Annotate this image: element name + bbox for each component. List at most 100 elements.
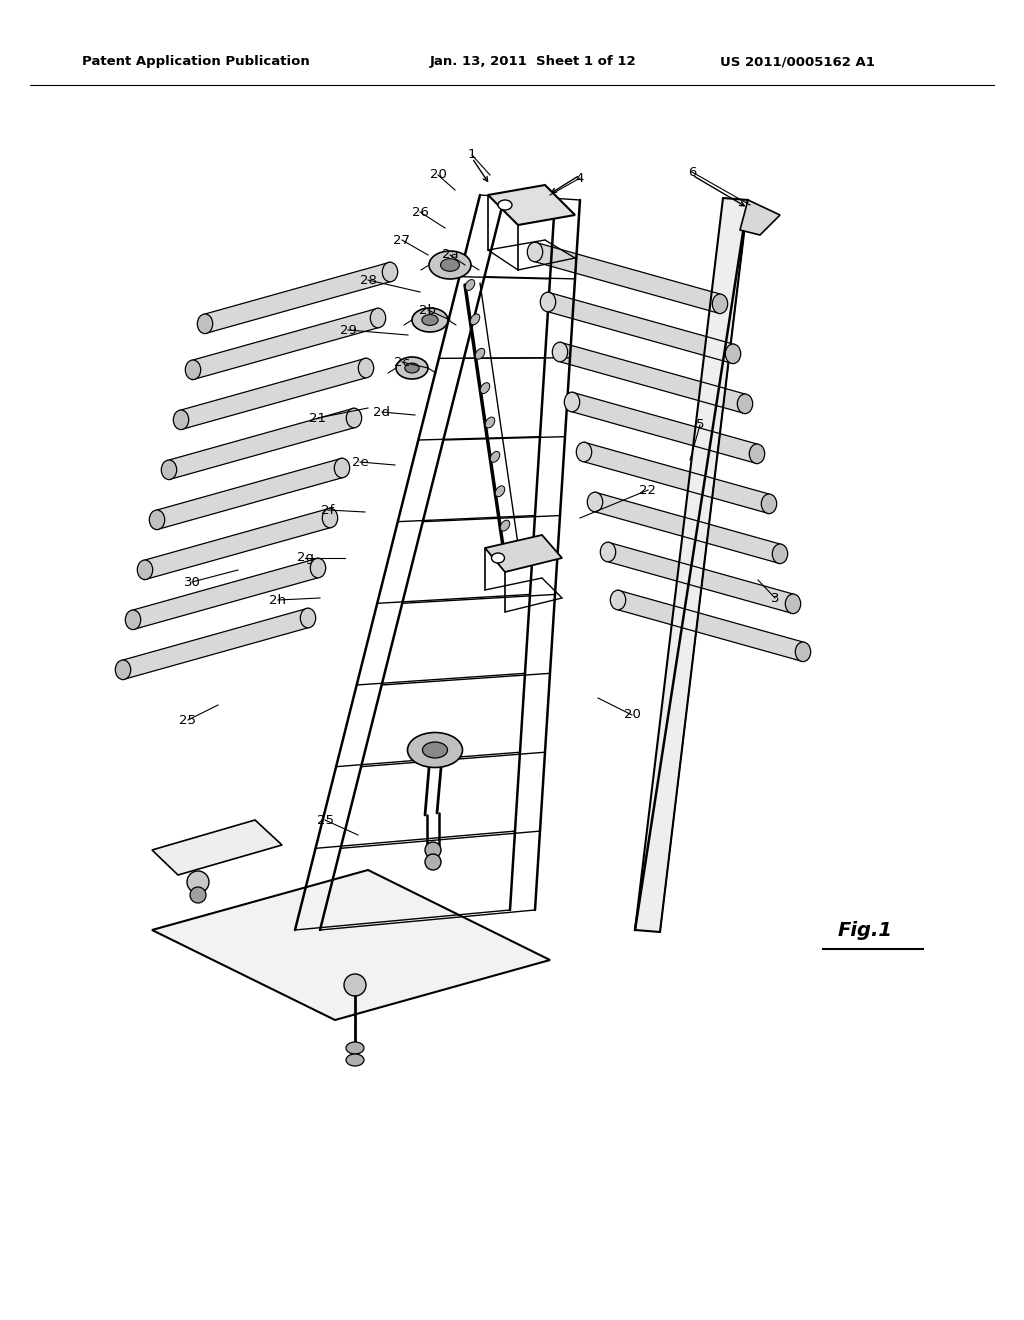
Polygon shape [193,308,378,380]
Text: 2f: 2f [322,503,335,516]
Ellipse shape [465,280,475,290]
Ellipse shape [577,442,592,462]
Ellipse shape [750,444,765,463]
Polygon shape [152,870,550,1020]
Ellipse shape [422,314,438,326]
Text: 2a: 2a [441,248,459,261]
Text: Jan. 13, 2011  Sheet 1 of 12: Jan. 13, 2011 Sheet 1 of 12 [430,55,637,69]
Text: 2g: 2g [297,552,313,565]
Ellipse shape [490,451,500,462]
Ellipse shape [162,459,177,479]
Ellipse shape [737,393,753,413]
Polygon shape [133,558,318,630]
Ellipse shape [382,263,397,281]
Text: US 2011/0005162 A1: US 2011/0005162 A1 [720,55,874,69]
Ellipse shape [761,494,776,513]
Ellipse shape [323,508,338,528]
Polygon shape [181,358,366,429]
Ellipse shape [150,510,165,529]
Ellipse shape [527,242,543,261]
Ellipse shape [137,560,153,579]
Ellipse shape [116,660,131,680]
Text: 29: 29 [340,323,356,337]
Text: 3: 3 [771,591,779,605]
Ellipse shape [371,308,386,327]
Polygon shape [123,609,308,680]
Ellipse shape [425,842,441,858]
Ellipse shape [480,383,489,393]
Text: 2d: 2d [374,405,390,418]
Ellipse shape [187,871,209,894]
Ellipse shape [541,292,556,312]
Ellipse shape [408,733,463,767]
Ellipse shape [396,356,428,379]
Ellipse shape [485,417,495,428]
Polygon shape [608,543,793,614]
Polygon shape [560,342,745,413]
Text: 6: 6 [688,165,696,178]
Text: 27: 27 [393,234,411,247]
Ellipse shape [785,594,801,614]
Text: 20: 20 [624,709,640,722]
Ellipse shape [310,558,326,578]
Text: 30: 30 [183,576,201,589]
Polygon shape [635,198,748,932]
Ellipse shape [429,251,471,279]
Ellipse shape [346,1053,364,1067]
Ellipse shape [496,486,505,496]
Ellipse shape [498,201,512,210]
Text: 5: 5 [695,418,705,432]
Polygon shape [157,458,342,529]
Ellipse shape [796,642,811,661]
Polygon shape [584,442,769,513]
Text: 28: 28 [359,273,377,286]
Text: 22: 22 [640,483,656,496]
Text: 25: 25 [179,714,197,726]
Ellipse shape [772,544,787,564]
Text: 2h: 2h [269,594,287,606]
Polygon shape [169,408,354,479]
Polygon shape [618,590,803,661]
Ellipse shape [346,408,361,428]
Ellipse shape [334,458,350,478]
Ellipse shape [501,520,510,531]
Polygon shape [740,201,780,235]
Ellipse shape [198,314,213,334]
Ellipse shape [423,742,447,758]
Ellipse shape [475,348,484,359]
Ellipse shape [358,358,374,378]
Ellipse shape [346,1041,364,1053]
Ellipse shape [300,609,315,628]
Polygon shape [152,820,282,875]
Text: Patent Application Publication: Patent Application Publication [82,55,309,69]
Text: 2b: 2b [420,304,436,317]
Ellipse shape [552,342,567,362]
Polygon shape [488,185,575,224]
Ellipse shape [492,553,505,564]
Ellipse shape [425,854,441,870]
Polygon shape [145,508,330,579]
Ellipse shape [190,887,206,903]
Text: 2c: 2c [394,355,410,368]
Polygon shape [205,263,390,334]
Ellipse shape [713,294,728,314]
Polygon shape [485,535,562,572]
Ellipse shape [185,360,201,380]
Ellipse shape [404,363,419,374]
Text: 4: 4 [575,172,584,185]
Ellipse shape [344,974,366,997]
Polygon shape [595,492,780,564]
Text: 20: 20 [429,169,446,181]
Ellipse shape [600,543,615,562]
Ellipse shape [125,610,140,630]
Ellipse shape [470,314,480,325]
Ellipse shape [412,308,449,333]
Text: Fig.1: Fig.1 [838,921,893,940]
Text: 2e: 2e [351,455,369,469]
Ellipse shape [588,492,603,512]
Polygon shape [548,292,733,363]
Polygon shape [572,392,757,463]
Text: 21: 21 [309,412,327,425]
Ellipse shape [564,392,580,412]
Text: 25: 25 [316,813,334,826]
